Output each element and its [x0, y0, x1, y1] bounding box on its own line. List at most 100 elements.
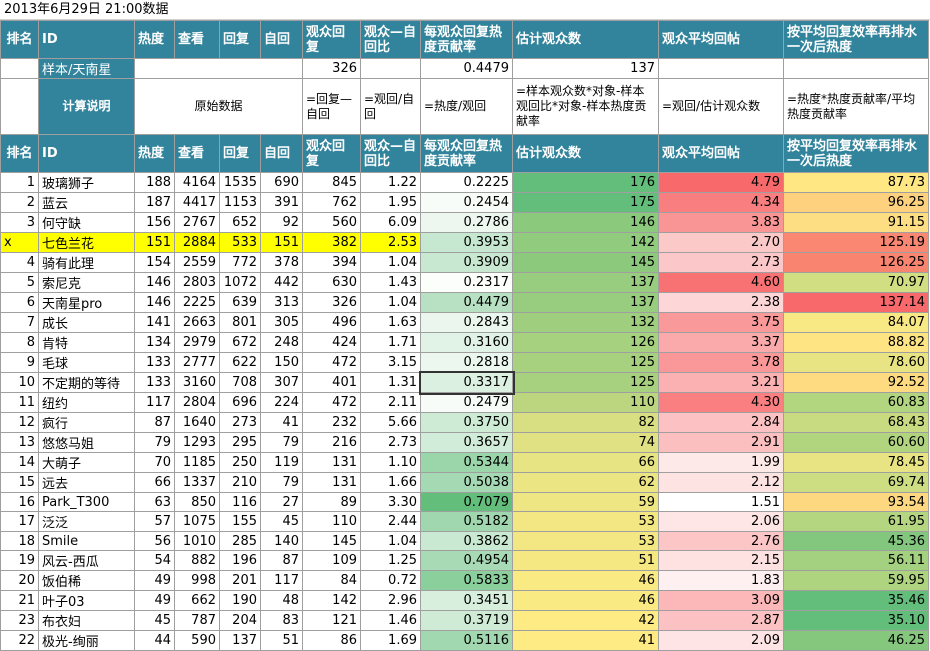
- ratio-cell[interactable]: 1.25: [360, 550, 421, 571]
- hot-cell[interactable]: 54: [134, 550, 175, 571]
- id-cell[interactable]: Smile: [38, 531, 135, 551]
- aud-cell[interactable]: 89: [302, 492, 361, 512]
- hot-cell[interactable]: 49: [134, 570, 175, 591]
- calc-ratio[interactable]: =观回/自回: [360, 78, 421, 135]
- view-cell[interactable]: 2777: [174, 352, 220, 373]
- header-cell[interactable]: 观众回复: [302, 134, 361, 173]
- rank-cell[interactable]: 17: [0, 511, 39, 532]
- contrib-cell[interactable]: 0.3657: [420, 432, 513, 453]
- hot-cell[interactable]: 133: [134, 352, 175, 373]
- reply-cell[interactable]: 622: [219, 352, 261, 373]
- view-cell[interactable]: 882: [174, 550, 220, 571]
- rank-cell[interactable]: 5: [0, 272, 39, 293]
- reply-cell[interactable]: 708: [219, 372, 261, 393]
- final-cell[interactable]: 84.07: [783, 312, 929, 333]
- self-cell[interactable]: 41: [260, 412, 303, 433]
- view-cell[interactable]: 2803: [174, 272, 220, 293]
- view-cell[interactable]: 1640: [174, 412, 220, 433]
- header-cell[interactable]: 估计观众数: [512, 134, 659, 173]
- header-cell[interactable]: 热度: [134, 20, 175, 59]
- ratio-cell[interactable]: 1.31: [360, 372, 421, 393]
- aud-cell[interactable]: 109: [302, 550, 361, 571]
- reply-cell[interactable]: 801: [219, 312, 261, 333]
- est-cell[interactable]: 46: [512, 590, 659, 611]
- ratio-cell[interactable]: 1.04: [360, 292, 421, 313]
- self-cell[interactable]: 378: [260, 252, 303, 273]
- self-cell[interactable]: 391: [260, 192, 303, 213]
- final-cell[interactable]: 35.10: [783, 610, 929, 631]
- view-cell[interactable]: 2804: [174, 392, 220, 413]
- ratio-cell[interactable]: 0.72: [360, 570, 421, 591]
- contrib-cell[interactable]: 0.3160: [420, 332, 513, 353]
- calc-raw[interactable]: 原始数据: [134, 78, 303, 135]
- view-cell[interactable]: 590: [174, 630, 220, 651]
- hot-cell[interactable]: 49: [134, 590, 175, 611]
- header-cell[interactable]: 查看: [174, 134, 220, 173]
- avg-cell[interactable]: 2.87: [658, 610, 784, 631]
- header-cell[interactable]: ID: [38, 134, 135, 173]
- final-cell[interactable]: 88.82: [783, 332, 929, 353]
- avg-cell[interactable]: 1.51: [658, 492, 784, 512]
- contrib-cell[interactable]: 0.5833: [420, 570, 513, 591]
- self-cell[interactable]: 79: [260, 432, 303, 453]
- header-cell[interactable]: 观众—自回比: [360, 134, 421, 173]
- self-cell[interactable]: 150: [260, 352, 303, 373]
- avg-cell[interactable]: 2.06: [658, 511, 784, 532]
- self-cell[interactable]: 690: [260, 172, 303, 193]
- hot-cell[interactable]: 156: [134, 212, 175, 233]
- final-cell[interactable]: 35.46: [783, 590, 929, 611]
- self-cell[interactable]: 48: [260, 590, 303, 611]
- view-cell[interactable]: 2979: [174, 332, 220, 353]
- final-cell[interactable]: 91.15: [783, 212, 929, 233]
- sample-label[interactable]: 样本/天南星: [38, 58, 135, 79]
- self-cell[interactable]: 248: [260, 332, 303, 353]
- hot-cell[interactable]: 87: [134, 412, 175, 433]
- est-cell[interactable]: 110: [512, 392, 659, 413]
- id-cell[interactable]: 肯特: [38, 332, 135, 353]
- final-cell[interactable]: 46.25: [783, 630, 929, 651]
- reply-cell[interactable]: 285: [219, 531, 261, 551]
- contrib-cell[interactable]: 0.5038: [420, 472, 513, 493]
- est-cell[interactable]: 145: [512, 252, 659, 273]
- rank-cell[interactable]: 12: [0, 412, 39, 433]
- final-cell[interactable]: 78.45: [783, 452, 929, 473]
- aud-cell[interactable]: 84: [302, 570, 361, 591]
- header-cell[interactable]: 观众回复: [302, 20, 361, 59]
- hot-cell[interactable]: 154: [134, 252, 175, 273]
- aud-cell[interactable]: 630: [302, 272, 361, 293]
- self-cell[interactable]: 224: [260, 392, 303, 413]
- calc-contrib[interactable]: =热度/观回: [420, 78, 513, 135]
- aud-cell[interactable]: 472: [302, 352, 361, 373]
- est-cell[interactable]: 51: [512, 550, 659, 571]
- self-cell[interactable]: 45: [260, 511, 303, 532]
- est-cell[interactable]: 142: [512, 232, 659, 253]
- hot-cell[interactable]: 151: [134, 232, 175, 253]
- final-cell[interactable]: 87.73: [783, 172, 929, 193]
- reply-cell[interactable]: 116: [219, 492, 261, 512]
- view-cell[interactable]: 2767: [174, 212, 220, 233]
- reply-cell[interactable]: 672: [219, 332, 261, 353]
- view-cell[interactable]: 1010: [174, 531, 220, 551]
- self-cell[interactable]: 27: [260, 492, 303, 512]
- hot-cell[interactable]: 79: [134, 432, 175, 453]
- final-cell[interactable]: 78.60: [783, 352, 929, 373]
- contrib-cell[interactable]: 0.5182: [420, 511, 513, 532]
- id-cell[interactable]: 玻璃狮子: [38, 172, 135, 193]
- hot-cell[interactable]: 188: [134, 172, 175, 193]
- avg-cell[interactable]: 4.60: [658, 272, 784, 293]
- rank-cell[interactable]: 2: [0, 192, 39, 213]
- hot-cell[interactable]: 187: [134, 192, 175, 213]
- est-cell[interactable]: 137: [512, 272, 659, 293]
- contrib-cell[interactable]: 0.3719: [420, 610, 513, 631]
- est-cell[interactable]: 41: [512, 630, 659, 651]
- aud-cell[interactable]: 131: [302, 452, 361, 473]
- reply-cell[interactable]: 639: [219, 292, 261, 313]
- aud-cell[interactable]: 424: [302, 332, 361, 353]
- rank-cell[interactable]: 6: [0, 292, 39, 313]
- avg-cell[interactable]: 3.37: [658, 332, 784, 353]
- contrib-cell[interactable]: 0.3862: [420, 531, 513, 551]
- final-cell[interactable]: 70.97: [783, 272, 929, 293]
- aud-cell[interactable]: 142: [302, 590, 361, 611]
- rank-cell[interactable]: 4: [0, 252, 39, 273]
- aud-cell[interactable]: 145: [302, 531, 361, 551]
